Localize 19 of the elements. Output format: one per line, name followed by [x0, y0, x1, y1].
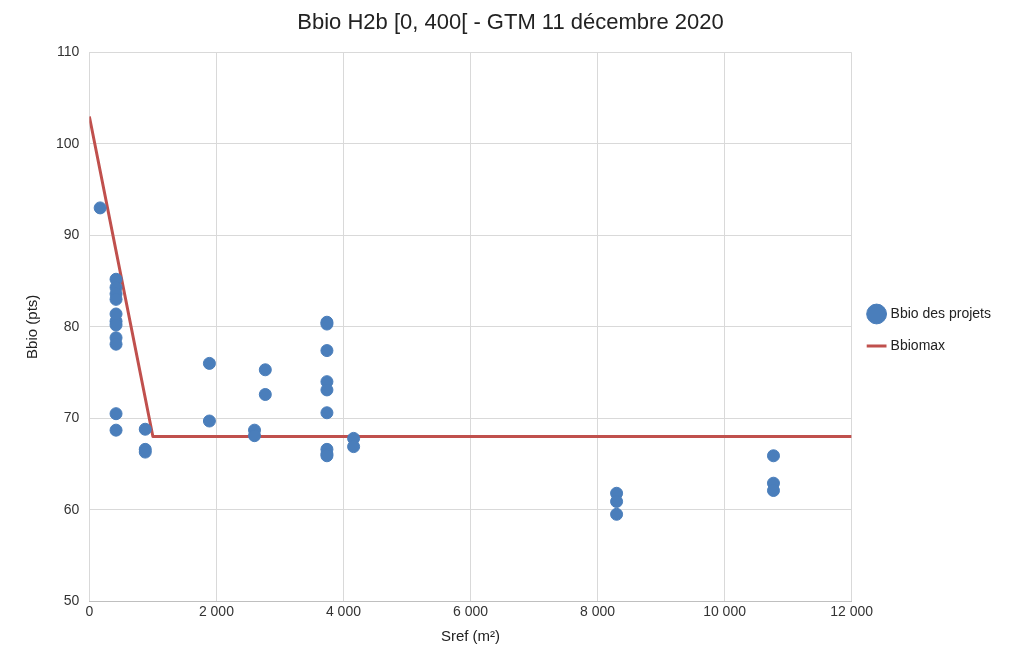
legend-label: Bbio des projets [890, 304, 992, 321]
x-tick-label: 2 000 [198, 603, 235, 620]
y-tick-label: 110 [57, 43, 80, 60]
x-axis-title: Sref (m²) [440, 627, 501, 645]
y-axis-title: Bbio (pts) [23, 294, 41, 359]
x-tick-label: 10 000 [703, 603, 747, 620]
chart-title: Bbio H2b [0, 400[ - GTM 11 décembre 2020 [297, 9, 724, 35]
y-tick-label: 90 [63, 226, 80, 243]
x-tick-label: 4 000 [325, 603, 362, 620]
x-tick-label: 8 000 [580, 603, 616, 620]
y-tick-label: 80 [63, 317, 80, 334]
y-tick-label: 60 [63, 500, 80, 517]
x-tick-label: 6 000 [452, 603, 489, 620]
x-tick-label: 12 000 [830, 603, 874, 620]
x-tick-label: 0 [85, 603, 94, 620]
legend-label: Bbiomax [890, 336, 946, 353]
y-tick-label: 50 [63, 592, 80, 609]
y-tick-label: 70 [63, 409, 80, 426]
y-tick-label: 100 [56, 134, 80, 151]
